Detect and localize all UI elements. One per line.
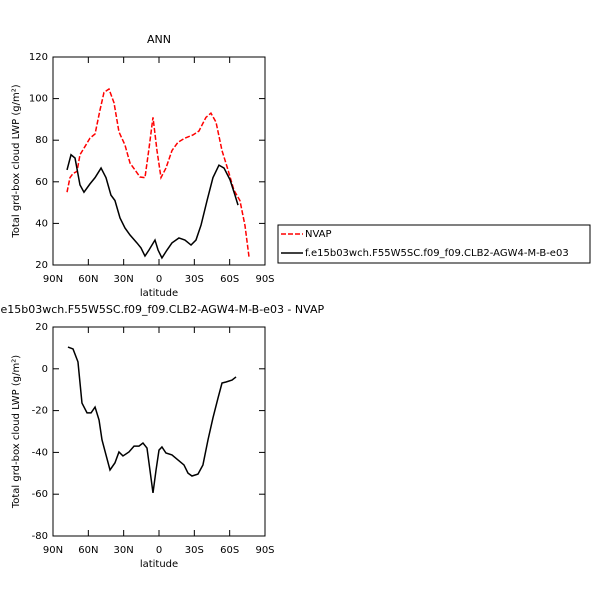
x-tick-label: 90N	[43, 274, 63, 285]
y-tick-label: 100	[29, 94, 48, 105]
chart-title: ANN	[147, 33, 171, 46]
y-tick-label: 80	[35, 135, 48, 146]
legend-label: f.e15b03wch.F55W5SC.f09_f09.CLB2-AGW4-M-…	[305, 248, 569, 259]
y-axis-label: Total grd-box cloud LWP (g/m²)	[11, 84, 22, 238]
y-tick-label: 20	[35, 260, 48, 271]
x-tick-label: 90S	[255, 545, 274, 556]
x-axis-label: latitude	[140, 559, 178, 570]
x-tick-label: 30S	[185, 274, 204, 285]
y-tick-label: 0	[42, 364, 48, 375]
y-tick-label: 20	[35, 322, 48, 333]
x-tick-label: 60S	[220, 545, 239, 556]
x-tick-label: 0	[156, 545, 162, 556]
data-line	[66, 153, 239, 260]
x-tick-label: 0	[156, 274, 162, 285]
y-tick-label: 40	[35, 218, 48, 229]
y-tick-label: -60	[32, 489, 48, 500]
plot-frame	[52, 56, 266, 266]
chart-title: f.e15b03wch.F55W5SC.f09_f09.CLB2-AGW4-M-…	[0, 303, 324, 316]
legend-label: NVAP	[305, 229, 332, 240]
data-line	[67, 346, 237, 494]
y-tick-label: -20	[32, 406, 48, 417]
plot-frame	[52, 326, 266, 537]
legend-box	[277, 224, 591, 264]
x-tick-label: 60N	[78, 274, 98, 285]
x-tick-label: 30N	[114, 274, 134, 285]
x-tick-label: 30S	[185, 545, 204, 556]
y-axis-label: Total grd-box cloud LWP (g/m²)	[11, 355, 22, 509]
x-tick-label: 90N	[43, 545, 63, 556]
x-tick-label: 90S	[255, 274, 274, 285]
y-tick-label: -40	[32, 447, 48, 458]
y-tick-label: -80	[32, 531, 48, 542]
x-tick-label: 30N	[114, 545, 134, 556]
y-tick-label: 120	[29, 52, 48, 63]
data-line	[66, 87, 250, 257]
x-axis-label: latitude	[140, 288, 178, 299]
x-tick-label: 60N	[78, 545, 98, 556]
y-tick-label: 60	[35, 177, 48, 188]
x-tick-label: 60S	[220, 274, 239, 285]
